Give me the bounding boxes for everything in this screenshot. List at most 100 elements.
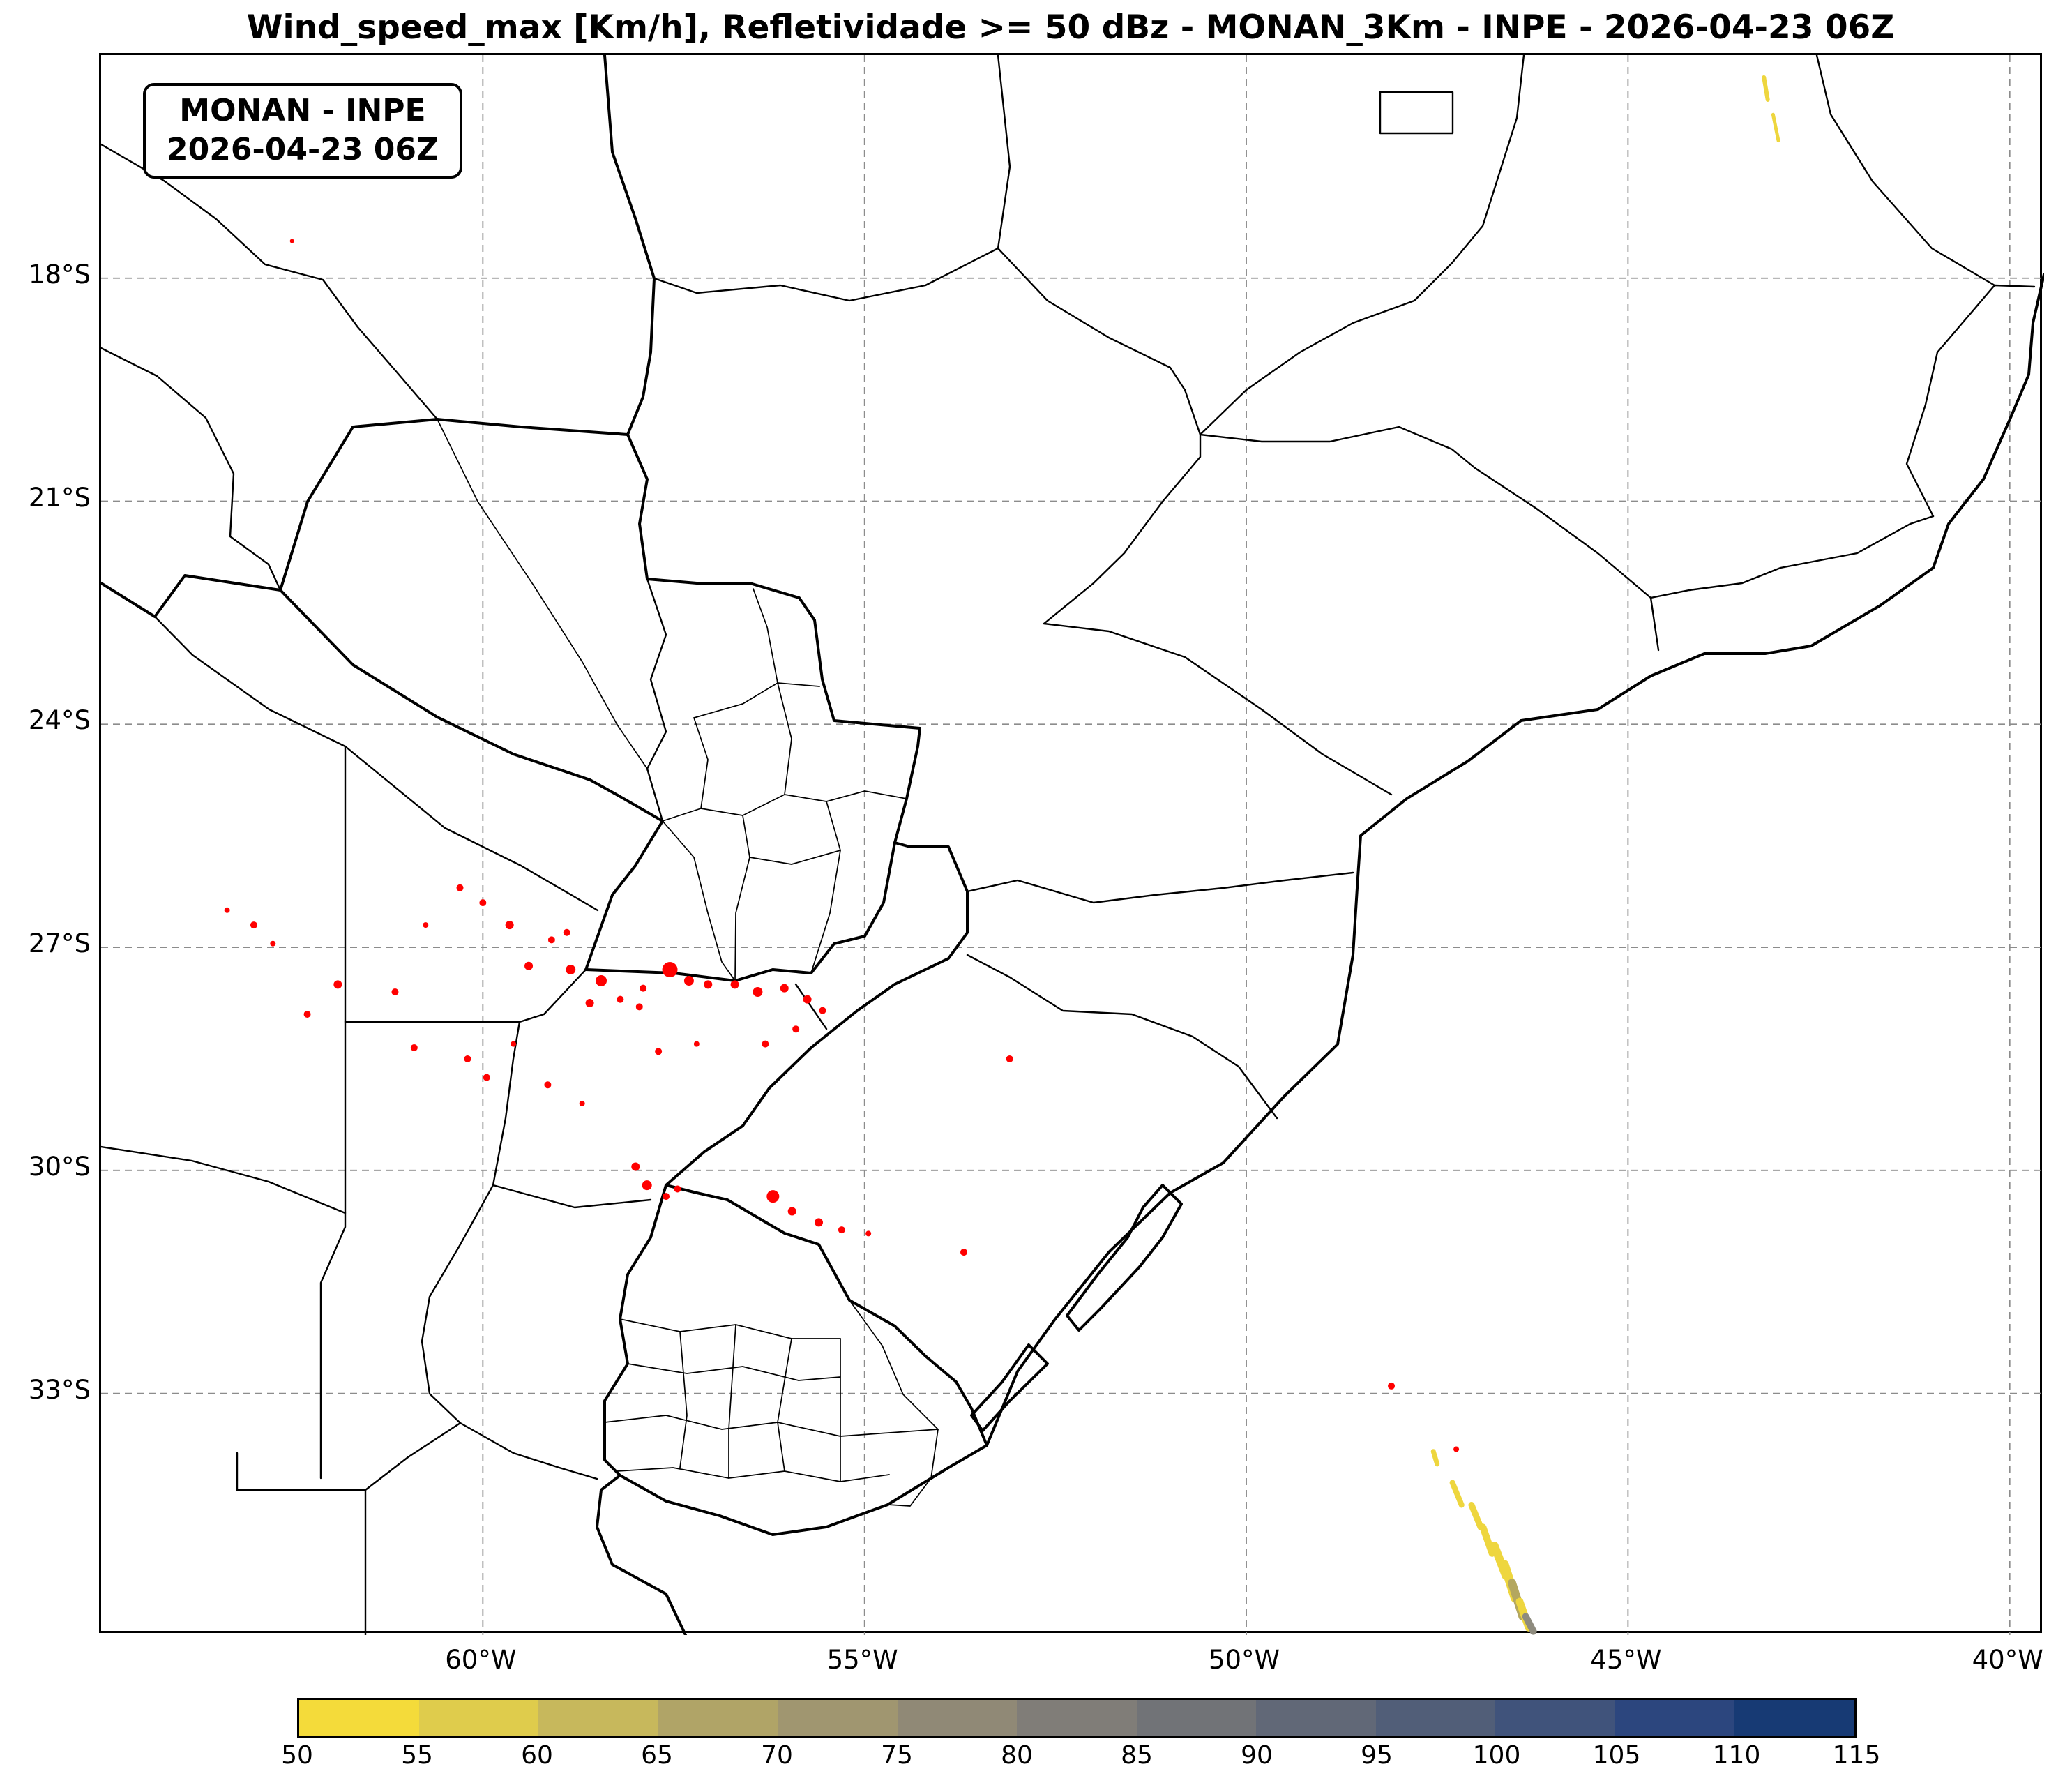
- reflectivity-cell: [631, 1162, 640, 1171]
- colorbar-tick-label: 50: [281, 1741, 313, 1769]
- plot-title: Wind_speed_max [Km/h], Refletividade >= …: [246, 8, 1895, 47]
- reflectivity-cell: [410, 1044, 418, 1051]
- reflectivity-cell: [683, 976, 694, 986]
- border-sp-ms: [1043, 433, 1202, 625]
- lon-tick-label: 55°W: [826, 1645, 898, 1675]
- lat-tick-label: 24°S: [28, 705, 91, 736]
- reflectivity-cell: [270, 940, 276, 947]
- reflectivity-cell: [762, 1040, 769, 1048]
- border-buenosaires-north: [236, 1422, 462, 1491]
- department-borders: [437, 419, 939, 1507]
- reflectivity-cell: [566, 965, 576, 975]
- reflectivity-cell: [511, 1041, 517, 1047]
- model-info-line2: 2026-04-23 06Z: [167, 132, 439, 168]
- wind-speed-swath: [1479, 1523, 1496, 1557]
- border-mg-ba: [1815, 55, 1996, 287]
- country-borders-and-coastline: [101, 55, 2044, 1635]
- reflectivity-cell: [655, 1048, 663, 1055]
- wind-speed-swath: [1468, 1501, 1484, 1530]
- border-corrientes-entrerios: [492, 1184, 652, 1209]
- reflectivity-cell: [704, 980, 713, 989]
- reflectivity-cell: [838, 1226, 845, 1234]
- reflectivity-cell: [544, 1081, 552, 1089]
- reflectivity-cell: [617, 995, 624, 1003]
- paraguay-dept-line: [693, 717, 709, 809]
- colorbar-segment: [1495, 1700, 1615, 1736]
- reflectivity-cell: [524, 961, 534, 970]
- border-bolivia-paraguay: [279, 418, 629, 592]
- colorbar-segment: [1017, 1700, 1137, 1736]
- border-ms-mt: [653, 247, 999, 302]
- lon-tick-label: 40°W: [1972, 1645, 2043, 1675]
- reflectivity-cell: [303, 1010, 311, 1018]
- map-plot-area: MONAN - INPE 2026-04-23 06Z: [99, 53, 2044, 1635]
- colorbar-segment: [1615, 1700, 1735, 1736]
- reflectivity-cell: [464, 1055, 471, 1062]
- reflectivity-cell: [289, 239, 294, 243]
- border-go-mg-paranaiba: [1199, 55, 1525, 436]
- reflectivity-cell: [1006, 1055, 1013, 1062]
- border-misiones-corrientes: [794, 983, 828, 1030]
- lagoa-mirim: [970, 1343, 1049, 1432]
- reflectivity-cell: [787, 1207, 796, 1216]
- reflectivity-cell: [479, 899, 487, 907]
- lon-tick-label: 45°W: [1590, 1645, 1662, 1675]
- reflectivity-cell: [693, 1041, 700, 1047]
- map-canvas: [101, 55, 2044, 1635]
- paraguay-dept-line: [734, 815, 750, 981]
- lat-tick-label: 33°S: [28, 1374, 91, 1405]
- reflectivity-cell: [819, 1007, 826, 1014]
- model-info-box: MONAN - INPE 2026-04-23 06Z: [143, 83, 462, 179]
- reflectivity-cell: [1453, 1446, 1460, 1452]
- border-bolivia-argentina: [101, 574, 282, 618]
- border-formosa-chaco: [153, 615, 599, 912]
- paraguay-dept-line: [749, 850, 841, 865]
- paraguay-dept-line: [826, 790, 907, 802]
- colorbar-tick-label: 60: [521, 1741, 553, 1769]
- reflectivity-cell: [640, 984, 647, 992]
- border-es-ba: [1936, 284, 2036, 354]
- wind-speed-swath: [1430, 1449, 1440, 1467]
- colorbar-tick-label: 105: [1592, 1741, 1641, 1769]
- reflectivity-cell: [423, 922, 429, 928]
- colorbar-tick-label: 115: [1832, 1741, 1881, 1769]
- reflectivity-cell: [674, 1185, 681, 1193]
- border-df: [1379, 91, 1454, 135]
- coastline-atlantic: [596, 273, 2044, 1635]
- lon-tick-label: 60°W: [445, 1645, 517, 1675]
- colorbar-tick-label: 65: [641, 1741, 673, 1769]
- uruguay-dept-line: [849, 1300, 939, 1430]
- border-brazil-uruguay: [665, 1184, 988, 1447]
- reflectivity-cell: [960, 1249, 968, 1256]
- lat-tick-label: 18°S: [28, 259, 91, 289]
- reflectivity-cell: [780, 984, 789, 993]
- reflectivity-cell: [250, 921, 257, 929]
- lagoa-dos-patos: [1066, 1184, 1183, 1332]
- state-province-borders: [101, 55, 2036, 1635]
- colorbar-tick-label: 85: [1121, 1741, 1153, 1769]
- paraguay-river-inner: [646, 578, 667, 822]
- colorbar: [297, 1698, 1857, 1738]
- paraguay-dept-line: [662, 794, 827, 822]
- colorbar-segment: [1734, 1700, 1854, 1736]
- uruguay-dept-line: [679, 1331, 688, 1468]
- reflectivity-cell: [483, 1074, 490, 1081]
- reflectivity-cell: [391, 988, 399, 996]
- border-brazil-paraguay: [626, 433, 921, 730]
- reflectivity-cell: [547, 936, 555, 944]
- border-mt-go: [997, 55, 1011, 250]
- border-buenosaires-west: [236, 1452, 367, 1635]
- paraguay-dept-line: [753, 588, 778, 684]
- colorbar-segment: [658, 1700, 778, 1736]
- border-rs-sc: [966, 954, 1278, 1120]
- border-salta: [101, 347, 282, 592]
- colorbar-segment: [299, 1700, 419, 1736]
- bolivia-department-line: [101, 143, 439, 421]
- colorbar-tick-label: 110: [1712, 1741, 1761, 1769]
- reflectivity-cell: [662, 962, 678, 978]
- reflectivity-cell: [730, 980, 739, 989]
- reflectivity-cell: [753, 987, 763, 998]
- uruguay-dept-line: [627, 1363, 841, 1381]
- uruguay-dept-line: [617, 1467, 890, 1482]
- border-mg-es: [1905, 351, 1939, 518]
